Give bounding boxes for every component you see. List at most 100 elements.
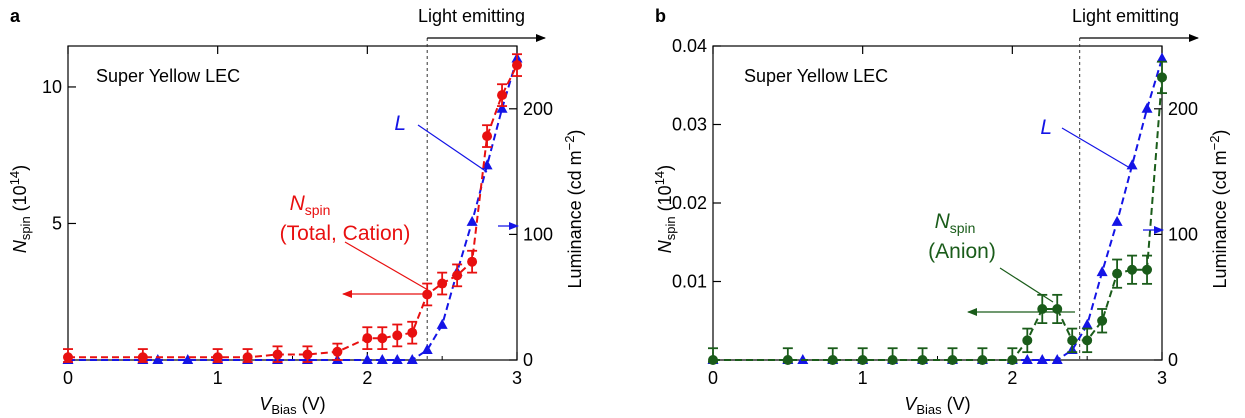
panel-label: b	[655, 6, 666, 26]
nspin-point	[917, 355, 928, 365]
nspin-point	[1082, 335, 1093, 346]
x-tick-label: 2	[1007, 368, 1017, 388]
nspin-point	[512, 60, 522, 71]
nspin-point	[392, 330, 403, 341]
luminance-point	[1126, 159, 1138, 170]
luminance-point	[376, 354, 388, 364]
nspin-point	[1007, 355, 1018, 365]
nspin-point	[362, 333, 373, 344]
y-tick-label: 5	[52, 213, 62, 233]
y2-tick-label: 100	[523, 224, 553, 244]
luminance-point	[436, 318, 448, 329]
y-tick-label: 0.03	[672, 115, 707, 135]
luminance-annotation-leader	[1061, 127, 1131, 169]
luminance-point	[152, 354, 164, 364]
y-tick-label: 10	[42, 77, 62, 97]
luminance-point	[466, 215, 478, 226]
nspin-point	[1112, 268, 1123, 279]
nspin-point	[857, 355, 868, 365]
nspin-point	[1127, 264, 1138, 275]
luminance-point	[1096, 266, 1108, 277]
nspin-point	[407, 327, 418, 338]
nspin-line	[68, 64, 518, 359]
x-tick-label: 2	[362, 368, 372, 388]
nspin-point	[212, 352, 223, 363]
luminance-point	[496, 102, 508, 113]
nspin-annotation-leader	[999, 267, 1054, 303]
nspin-point	[827, 355, 838, 365]
luminance-line	[68, 58, 518, 361]
x-tick-label: 0	[708, 368, 718, 388]
nspin-annotation-line2: (Total, Cation)	[280, 222, 411, 245]
nspin-point	[887, 355, 898, 365]
nspin-annotation-line2: (Anion)	[928, 240, 996, 263]
nspin-point	[1067, 335, 1078, 346]
nspin-annotation-leader	[344, 241, 429, 291]
y2-tick-label: 0	[1168, 350, 1178, 370]
y2-axis-label: Luminance (cd m−2)	[1207, 130, 1230, 289]
nspin-annotation: Nspin	[290, 192, 331, 218]
y-axis-label: Nspin (1014)	[7, 165, 33, 253]
luminance-annotation: L	[1040, 116, 1052, 139]
y2-tick-label: 200	[1168, 99, 1198, 119]
luminance-point	[406, 354, 418, 364]
emission-label: Light emitting	[1072, 6, 1179, 26]
nspin-point	[332, 346, 343, 357]
nspin-point	[1157, 72, 1167, 83]
y-axis-label: Nspin (1014)	[652, 165, 678, 253]
nspin-annotation: Nspin	[935, 210, 976, 236]
nspin-point	[708, 355, 718, 365]
y-tick-label: 0.04	[672, 36, 707, 56]
x-tick-label: 3	[512, 368, 522, 388]
luminance-point	[1051, 354, 1063, 364]
x-tick-label: 1	[213, 368, 223, 388]
plot-frame	[712, 45, 1163, 361]
y-tick-label: 0.01	[672, 272, 707, 292]
nspin-point	[1142, 264, 1153, 275]
nspin-point	[482, 131, 493, 142]
x-tick-label: 1	[858, 368, 868, 388]
nspin-point	[272, 349, 283, 360]
x-tick-label: 3	[1157, 368, 1167, 388]
inset-text: Super Yellow LEC	[744, 66, 888, 86]
x-axis-label: VBias (V)	[904, 394, 970, 417]
luminance-point	[391, 354, 403, 364]
nspin-point	[1097, 315, 1108, 326]
nspin-point	[1022, 335, 1033, 346]
emission-label: Light emitting	[418, 6, 525, 26]
nspin-point	[467, 256, 478, 267]
nspin-point	[63, 352, 73, 363]
nspin-point	[947, 355, 958, 365]
nspin-point	[782, 355, 793, 365]
panel-label: a	[10, 6, 21, 26]
y2-tick-label: 100	[1168, 224, 1198, 244]
y2-tick-label: 0	[523, 350, 533, 370]
x-tick-label: 0	[63, 368, 73, 388]
y2-tick-label: 200	[523, 99, 553, 119]
nspin-point	[377, 333, 388, 344]
luminance-point	[182, 354, 194, 364]
nspin-point	[497, 90, 508, 101]
nspin-point	[302, 349, 313, 360]
luminance-point	[1111, 215, 1123, 226]
nspin-point	[437, 278, 448, 289]
x-axis-label: VBias (V)	[259, 394, 325, 417]
nspin-point	[242, 352, 253, 363]
luminance-annotation-leader	[417, 124, 488, 173]
nspin-point	[977, 355, 988, 365]
panel-b: b 0 1 2 3 0.01 0.02 0.03 0.04 0 100 200 VBias (V) Nsp…	[652, 6, 1230, 417]
nspin-point	[137, 352, 148, 363]
luminance-point	[1036, 354, 1048, 364]
luminance-annotation: L	[394, 112, 406, 135]
y2-axis-label: Luminance (cd m−2)	[562, 130, 585, 289]
luminance-point	[1021, 354, 1033, 364]
nspin-point	[452, 270, 463, 281]
luminance-point	[421, 343, 433, 354]
y-tick-label: 0.02	[672, 193, 707, 213]
inset-text: Super Yellow LEC	[96, 66, 240, 86]
luminance-point	[1156, 52, 1168, 63]
luminance-point	[1141, 102, 1153, 113]
luminance-point	[361, 354, 373, 364]
